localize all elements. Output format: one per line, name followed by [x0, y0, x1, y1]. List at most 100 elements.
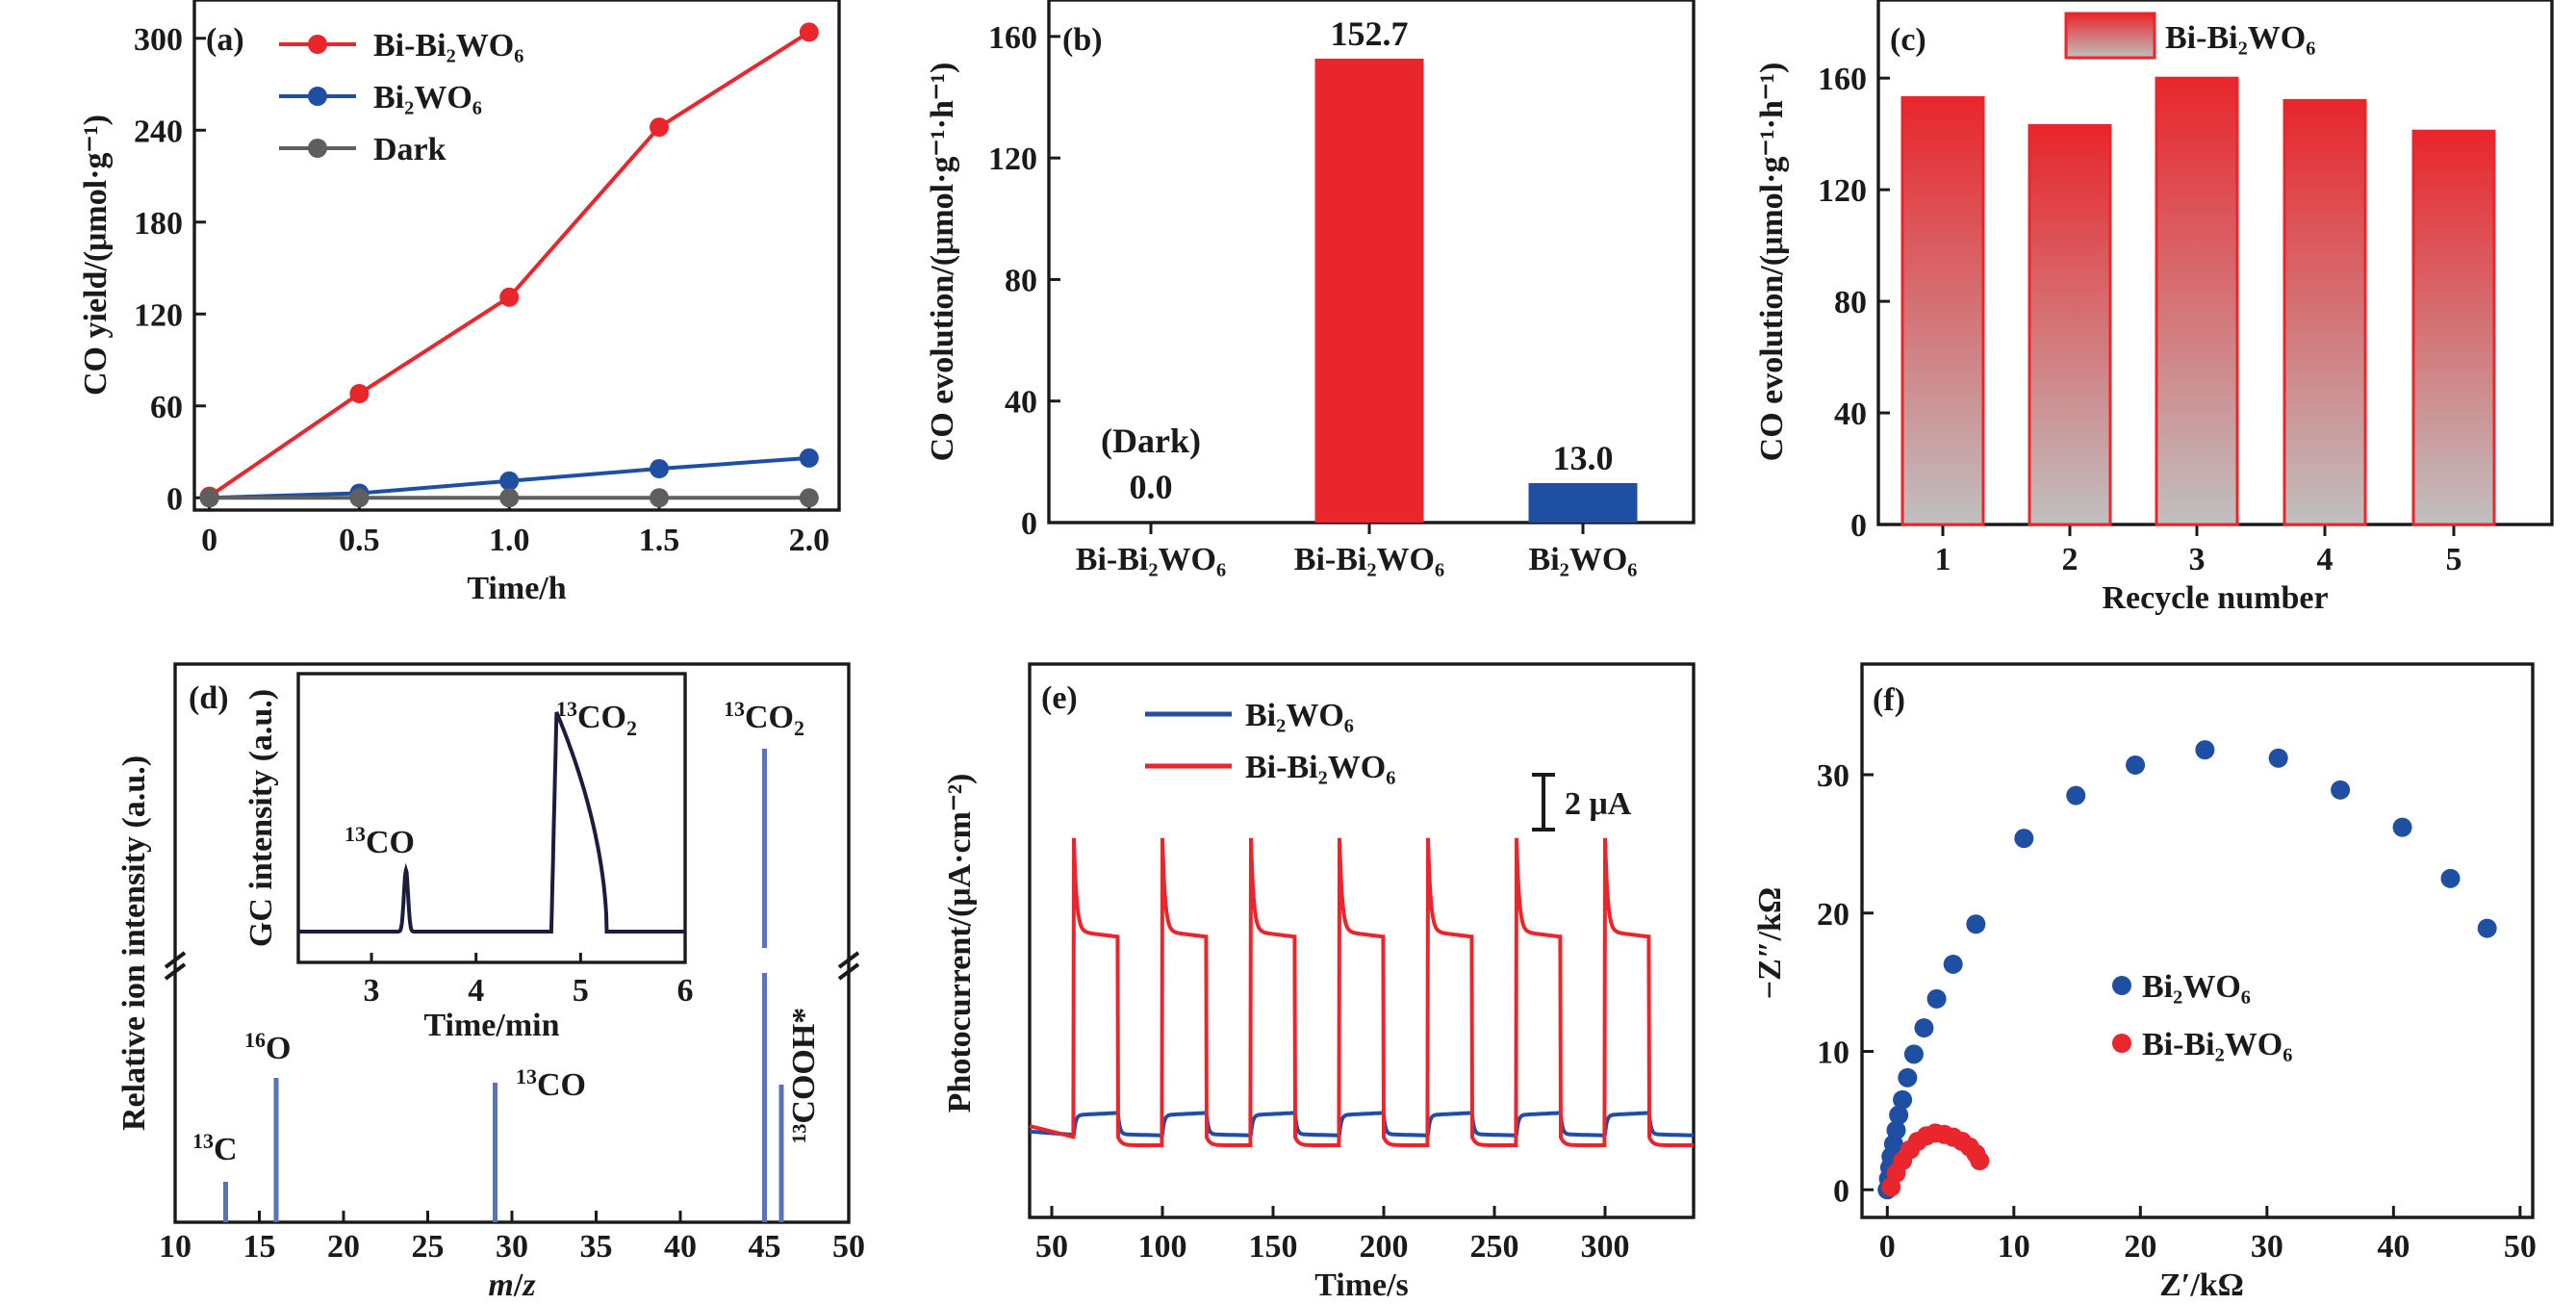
panel-f-tag: (f) [1873, 682, 1905, 718]
panel-b-x-tick-label: Bi₂WO₆ [1529, 542, 1638, 577]
panel-f-point-0 [2195, 740, 2215, 760]
panel-f-x-tick-label: 0 [1879, 1229, 1896, 1265]
panel-a-y-tick-label: 180 [134, 206, 183, 242]
inset-x-tick-label: 4 [468, 973, 484, 1009]
panel-c-bar [2028, 123, 2112, 526]
panel-e-scale-bar: 2 μA [1532, 773, 1632, 832]
panel-d-inset: 3 4 5 6 Time/min GC intensity (a.u.) 13CO 1… [243, 672, 694, 1043]
panel-a-point [650, 117, 670, 138]
panel-d-x-axis-title: m/z [488, 1267, 536, 1303]
panel-f-x-axis-title: Z′/kΩ [2159, 1267, 2244, 1303]
panel-c-legend-swatch [2064, 12, 2156, 60]
panel-f-point-0 [2331, 780, 2351, 800]
panel-b-x-tick-label: Bi-Bi₂WO₆ [1076, 542, 1226, 577]
panel-f-points [1877, 740, 2497, 1200]
panel-b-bars: 0.0 152.7 13.0 [1130, 14, 1638, 523]
panel-b-y-tick-label: 160 [988, 20, 1037, 56]
panel-c-x-tick-label: 3 [2189, 542, 2206, 577]
panel-f-point-0 [1889, 1105, 1909, 1125]
legend-label-bi2wo6: Bi₂WO₆ [373, 80, 482, 115]
panel-e-series-line-bi2wo6 [1030, 1111, 1694, 1138]
panel-d-x-tick-label: 25 [412, 1229, 445, 1265]
panel-a-point [499, 488, 520, 508]
panel-d: (d) 10 15 20 25 30 35 40 45 50 13C16O13CO13CO2¹³… [116, 662, 865, 1303]
panel-c-y-tick-label: 40 [1834, 397, 1867, 432]
panel-d-x-tick-label: 15 [243, 1229, 276, 1265]
panel-f-point-0 [2126, 755, 2146, 775]
panel-e-x-tick-label: 50 [1035, 1229, 1068, 1265]
panel-f-x-ticks: 0 10 20 30 40 50 [1879, 1206, 2537, 1265]
panel-e-x-ticks: 50 100 150 200 250 300 [1035, 1206, 1630, 1265]
panel-c-x-tick-label: 1 [1935, 542, 1951, 577]
panel-f-point-0 [1886, 1120, 1906, 1140]
panel-c-y-axis-title: CO evolution/(μmol·g⁻¹·h⁻¹) [1754, 63, 1790, 462]
panel-f-y-tick-label: 0 [1833, 1173, 1849, 1209]
legend-marker-dark [308, 139, 327, 158]
panel-e-frame [1028, 662, 1696, 1219]
panel-a-point [799, 488, 819, 508]
panel-a: (a) 0 0.5 1.0 1.5 2.0 0 60 120 180 240 300 Time/h… [78, 0, 841, 606]
panel-f-point-0 [1914, 1018, 1934, 1038]
legend-label-f-bi-bi2wo6: Bi-Bi₂WO₆ [2142, 1027, 2292, 1062]
panel-f: (f) 0 10 20 30 40 50 0 10 20 30 Z′/kΩ −Z″/kΩ Bi₂… [1752, 662, 2537, 1303]
panel-f-point-0 [2066, 785, 2086, 806]
legend-marker-bi2wo6 [308, 87, 327, 106]
panel-a-frame [192, 0, 841, 512]
panel-c-x-tick-label: 2 [2062, 542, 2079, 577]
panel-e-scale-bar-label: 2 μA [1565, 786, 1632, 822]
panel-a-point [650, 488, 670, 508]
panel-d-peak-label-16o: 16O [244, 1028, 291, 1066]
panel-f-point-0 [1903, 1044, 1924, 1064]
panel-e-y-axis-title: Photocurrent/(μA·cm⁻²) [942, 774, 978, 1113]
legend-label-f-bi2wo6: Bi₂WO₆ [2142, 969, 2251, 1005]
panel-b-y-ticks: 0 40 80 120 160 [988, 20, 1060, 542]
panel-a-series [199, 22, 819, 508]
panel-a-point [799, 448, 819, 468]
legend-label-bi-bi2wo6: Bi-Bi₂WO₆ [373, 28, 523, 64]
panel-a-point [349, 384, 370, 404]
panel-a-tag: (a) [206, 22, 244, 58]
panel-e-legend: Bi₂WO₆ Bi-Bi₂WO₆ [1145, 698, 1395, 785]
panel-c-bar [1900, 95, 1985, 526]
panel-a-x-axis-title: Time/h [467, 571, 566, 606]
panel-c-x-tick-label: 5 [2446, 542, 2462, 577]
panel-d-x-tick-label: 20 [327, 1229, 360, 1265]
panel-e-x-tick-label: 300 [1581, 1229, 1630, 1265]
panel-a-legend: Bi-Bi₂WO₆ Bi₂WO₆ Dark [279, 28, 523, 167]
panel-e-x-tick-label: 250 [1470, 1229, 1519, 1265]
panel-b-y-tick-label: 0 [1021, 506, 1037, 542]
panel-f-x-tick-label: 20 [2124, 1229, 2156, 1265]
panel-a-point [199, 488, 219, 508]
legend-label-dark: Dark [373, 132, 446, 167]
panel-b-x-tick-label: Bi-Bi₂WO₆ [1294, 542, 1444, 577]
panel-c-bar [2155, 76, 2239, 526]
panel-d-x-ticks: 10 15 20 25 30 35 40 45 50 [159, 1211, 865, 1265]
panel-f-point-0 [2014, 829, 2034, 849]
panel-b-dark-annotation: (Dark) [1101, 422, 1201, 460]
panel-f-frame [1860, 662, 2535, 1219]
panel-c-y-tick-label: 120 [1818, 173, 1867, 209]
panel-d-x-tick-label: 10 [159, 1229, 191, 1265]
panel-b-y-axis-title: CO evolution/(μmol·g⁻¹·h⁻¹) [925, 63, 960, 462]
panel-c-x-tick-label: 4 [2317, 542, 2334, 577]
panel-f-y-axis-title: −Z″/kΩ [1752, 887, 1788, 999]
panel-a-point [499, 471, 520, 491]
legend-marker-f-bi2wo6 [2112, 976, 2131, 995]
panel-b-data-label: 0.0 [1130, 468, 1173, 506]
panel-f-point-0 [1966, 914, 1986, 934]
panel-b: (b) 0 40 80 120 160 Bi-Bi₂WO₆ Bi-Bi₂WO₆ Bi₂WO₆… [925, 0, 1696, 577]
panel-c-x-ticks: 1 2 3 4 5 [1935, 525, 2462, 577]
panel-e: (e) 50 100 150 200 250 300 Time/s Photocurren… [942, 662, 1696, 1303]
inset-x-tick-label: 6 [677, 973, 694, 1009]
panel-f-point-0 [2392, 817, 2412, 837]
panel-d-x-tick-label: 35 [580, 1229, 613, 1265]
panel-c-legend-label: Bi-Bi₂WO₆ [2165, 20, 2315, 56]
panel-d-tag: (d) [189, 680, 229, 716]
panel-b-bar [1528, 482, 1638, 523]
inset-peak-label-13co: 13CO [344, 822, 415, 860]
panel-d-peak-label-13c: 13C [192, 1129, 238, 1167]
panel-f-y-tick-label: 20 [1817, 897, 1849, 933]
panel-f-point-0 [2440, 868, 2461, 888]
panel-a-point [799, 22, 819, 42]
